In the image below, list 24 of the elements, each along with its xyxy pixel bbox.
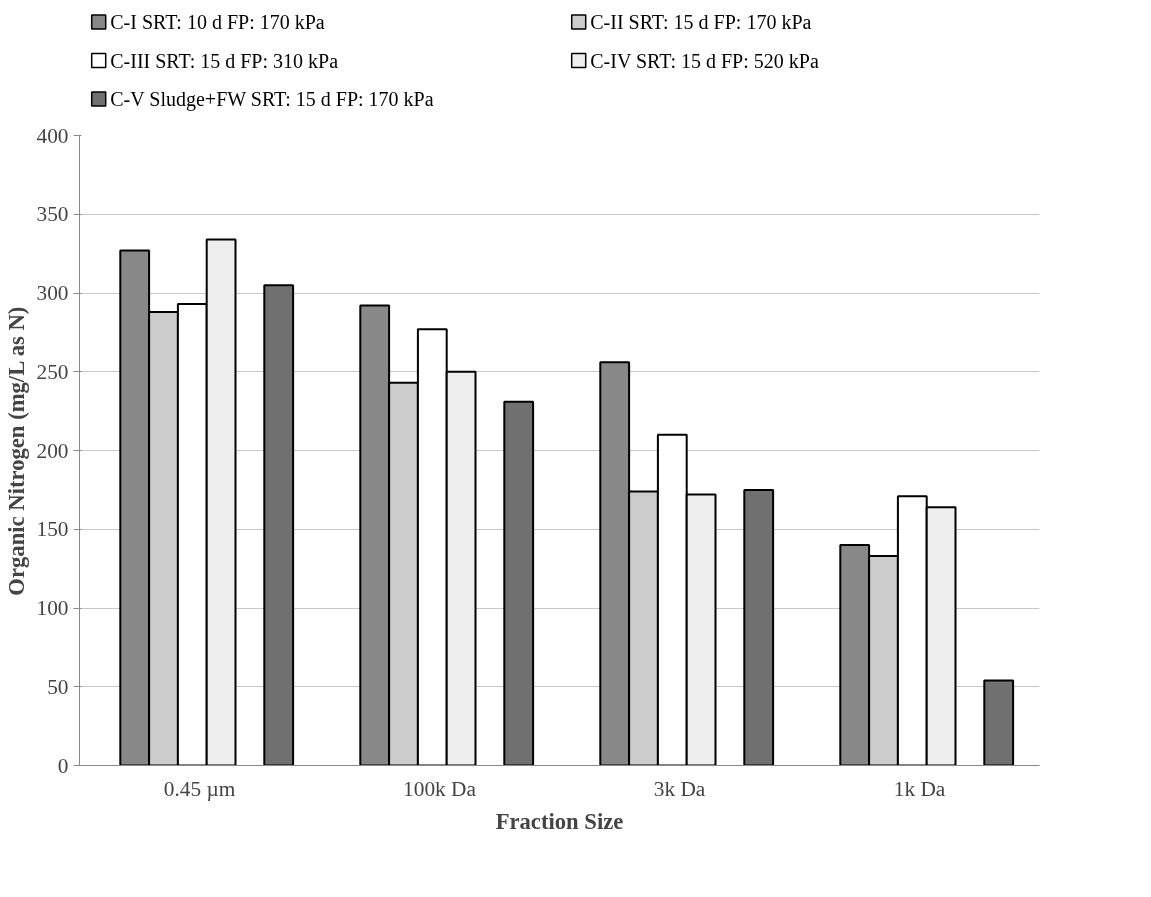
legend-label: C-I SRT: 10 d FP: 170 kPa [110,11,325,33]
legend-label: C-III SRT: 15 d FP: 310 kPa [110,49,339,72]
y-tick-label: 150 [36,517,69,542]
y-tick-label: 300 [36,281,69,305]
x-tick-label: 0.45 µm [163,776,236,801]
y-tick-label: 200 [36,438,69,463]
legend-label: C-II SRT: 15 d FP: 170 kPa [590,11,812,33]
bar [503,400,535,766]
bar [263,284,295,766]
bar [983,679,1015,766]
y-tick-label: 250 [36,359,69,384]
x-tick-label: 100k Da [403,776,477,801]
y-tick-label: 350 [36,202,69,227]
x-axis-title: Fraction Size [495,808,624,834]
x-tick-label: 3k Da [653,776,706,801]
y-tick-label: 50 [47,674,69,699]
y-tick-label: 0 [57,753,69,778]
y-tick-label: 100 [36,596,69,620]
x-tick-label: 1k Da [893,776,946,801]
y-axis-title: Organic Nitrogen (mg/L as N) [3,306,29,596]
legend-label: C-V Sludge+FW SRT: 15 d FP: 170 kPa [110,88,434,111]
bar [743,488,775,766]
y-tick-label: 400 [36,123,69,148]
legend-label: C-IV SRT: 15 d FP: 520 kPa [590,49,819,72]
